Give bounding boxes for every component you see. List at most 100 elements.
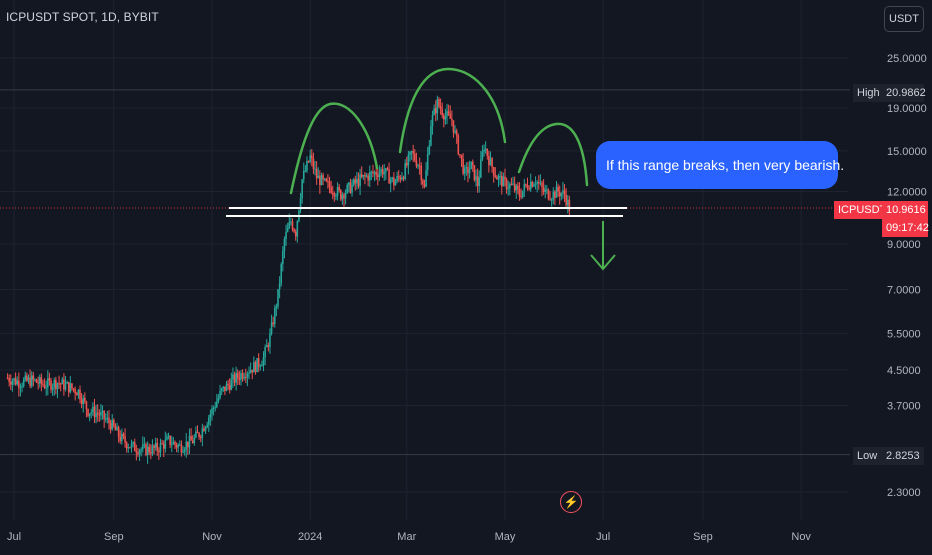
candle-body [370,171,373,173]
candle-body [396,175,398,182]
candle-body [22,379,25,387]
candle-body [201,428,204,438]
candle-body [166,437,168,440]
candle-body [388,169,390,184]
candle-body [521,190,524,198]
candle-body [434,108,437,114]
candle-body [359,174,361,187]
candle-body [6,378,9,380]
candle-body [256,358,258,373]
candle-body [546,189,548,191]
candle-body [104,418,107,420]
candle-body [16,380,19,385]
candle-body [327,181,329,183]
candle-body [257,358,260,367]
candle-body [127,447,130,449]
candle-body [414,153,416,161]
candle-body [71,383,73,389]
candle-body [441,109,443,116]
candle-body [293,229,295,232]
candle-body [504,176,506,180]
candle-body [267,345,270,347]
candle-body [224,386,226,391]
candle-body [253,362,255,373]
candle-body [367,175,369,181]
candle-body [451,118,453,121]
drawings [226,67,627,271]
candle-body [325,178,328,182]
candle-body [319,175,321,186]
candle-body [341,194,344,200]
candle-body [53,380,56,387]
candle-body [75,393,78,396]
candle-body [180,444,183,453]
candle-body [14,378,17,385]
candle-body [383,172,386,175]
candle-body [150,452,152,454]
candle-body [9,382,12,385]
candle-body [162,443,165,449]
candle-body [480,159,482,178]
candle-body [121,433,123,442]
candle-body [425,170,427,187]
y-tick-label: 19.0000 [887,103,927,115]
candle-body [518,189,521,197]
candle-body [409,152,411,156]
candle-body [428,145,431,155]
candle-body [315,168,318,179]
candle-body [132,442,134,444]
candle-body [133,442,136,452]
candle-body [483,149,485,152]
lightning-icon[interactable]: ⚡ [560,491,582,513]
candle-body [562,190,564,194]
candle-body [212,407,215,409]
candle-body [29,377,31,387]
candle-body [431,114,434,126]
candle-body [536,181,538,184]
candle-body [517,185,519,190]
currency-button[interactable]: USDT [884,6,924,32]
candle-body [399,177,402,180]
symbol-title[interactable]: ICPUSDT SPOT, 1D, BYBIT [6,10,159,24]
candle-body [34,379,36,381]
left-shoulder-arc [289,102,379,195]
candle-body [169,435,171,445]
candle-body [158,450,160,453]
candle-body [159,443,162,453]
candle-body [285,231,287,240]
y-tick-label: 4.5000 [887,365,921,377]
candle-body [190,435,192,441]
candle-body [187,441,189,448]
candle-body [344,192,347,199]
candle-body [249,369,252,373]
candle-body [130,443,133,448]
candle-body [568,199,571,212]
candle-body [373,172,376,174]
candle-body [328,181,331,188]
x-tick-label: Sep [104,531,124,543]
candle-body [500,175,503,187]
y-tick-label: 9.0000 [887,239,921,251]
candle-body [417,165,419,167]
candle-body [557,186,559,192]
candle-body [282,251,284,265]
candle-body [146,446,149,456]
candle-body [185,441,188,450]
candle-body [534,183,537,185]
candle-body [459,154,461,156]
annotation-callout[interactable]: If this range breaks, then very bearish. [596,141,844,189]
candle-body [108,417,110,423]
candle-body [423,184,426,187]
candle-body [528,188,530,190]
candle-body [151,445,154,454]
x-tick-label: 2024 [298,531,322,543]
candle-body [505,179,508,190]
candle-body [191,440,194,444]
x-tick-label: Jul [596,531,610,543]
candle-body [40,377,43,384]
candle-body [547,189,550,199]
candle-body [11,380,14,385]
candle-body [72,388,75,390]
candle-body [230,379,233,390]
candle-body [492,167,495,176]
